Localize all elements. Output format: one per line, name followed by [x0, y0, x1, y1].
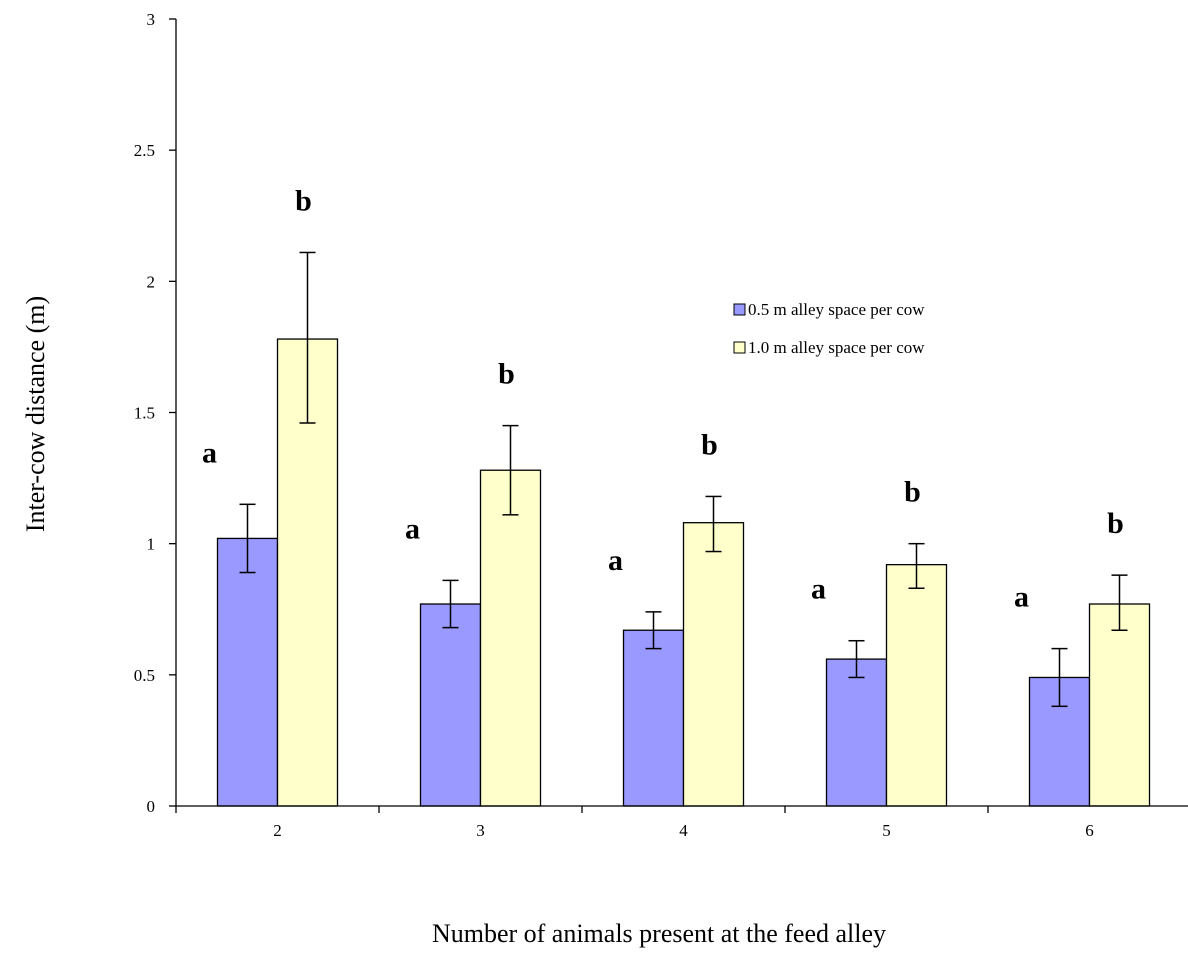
y-tick-label: 3 [147, 10, 156, 29]
legend-label-series-2: 1.0 m alley space per cow [748, 338, 925, 357]
significance-label-series-1-cat-2: a [202, 436, 217, 469]
x-tick-label-2: 2 [273, 821, 282, 840]
x-tick-label-5: 5 [882, 821, 891, 840]
bar-series-1-cat-4 [622, 629, 685, 807]
legend-swatch-series-1 [733, 303, 746, 316]
x-tick-label-3: 3 [476, 821, 485, 840]
significance-label-series-2-cat-6: b [1107, 507, 1124, 540]
bar-series-1-cat-3 [419, 603, 482, 807]
y-tick-label: 1 [147, 535, 156, 554]
significance-label-series-2-cat-2: b [295, 184, 312, 217]
x-tick-label-6: 6 [1085, 821, 1094, 840]
legend-swatch-series-2 [733, 341, 746, 354]
y-tick-label: 0 [147, 797, 156, 816]
legend: 0.5 m alley space per cow 1.0 m alley sp… [733, 300, 925, 357]
y-tick-label: 1.5 [134, 404, 155, 423]
bars-layer [216, 338, 1151, 807]
significance-label-series-2-cat-5: b [904, 476, 921, 509]
significance-labels-layer: a b a b a b a b a b [202, 184, 1124, 613]
legend-label-series-1: 0.5 m alley space per cow [748, 300, 925, 319]
y-axis-title: Inter-cow distance (m) [21, 296, 50, 532]
significance-label-series-1-cat-6: a [1014, 581, 1029, 614]
bar-series-2-cat-6 [1088, 603, 1151, 807]
axes-layer: 2 3 4 5 6 0 0.5 1 1.5 2 2.5 3 [134, 10, 1188, 840]
y-tick-label: 2 [147, 272, 156, 291]
significance-label-series-1-cat-3: a [405, 512, 420, 545]
error-bars-layer [239, 251, 1128, 708]
bar-series-2-cat-3 [479, 469, 542, 807]
significance-label-series-1-cat-4: a [608, 544, 623, 577]
x-axis-title: Number of animals present at the feed al… [432, 919, 886, 948]
y-tick-label: 2.5 [134, 141, 155, 160]
bar-series-2-cat-5 [885, 564, 948, 807]
significance-label-series-2-cat-3: b [498, 358, 515, 391]
x-tick-label-4: 4 [679, 821, 688, 840]
significance-label-series-2-cat-4: b [701, 428, 718, 461]
bar-series-1-cat-2 [216, 537, 279, 807]
bar-series-1-cat-5 [825, 658, 888, 807]
y-tick-label: 0.5 [134, 666, 155, 685]
bar-series-2-cat-4 [682, 522, 745, 807]
significance-label-series-1-cat-5: a [811, 573, 826, 606]
